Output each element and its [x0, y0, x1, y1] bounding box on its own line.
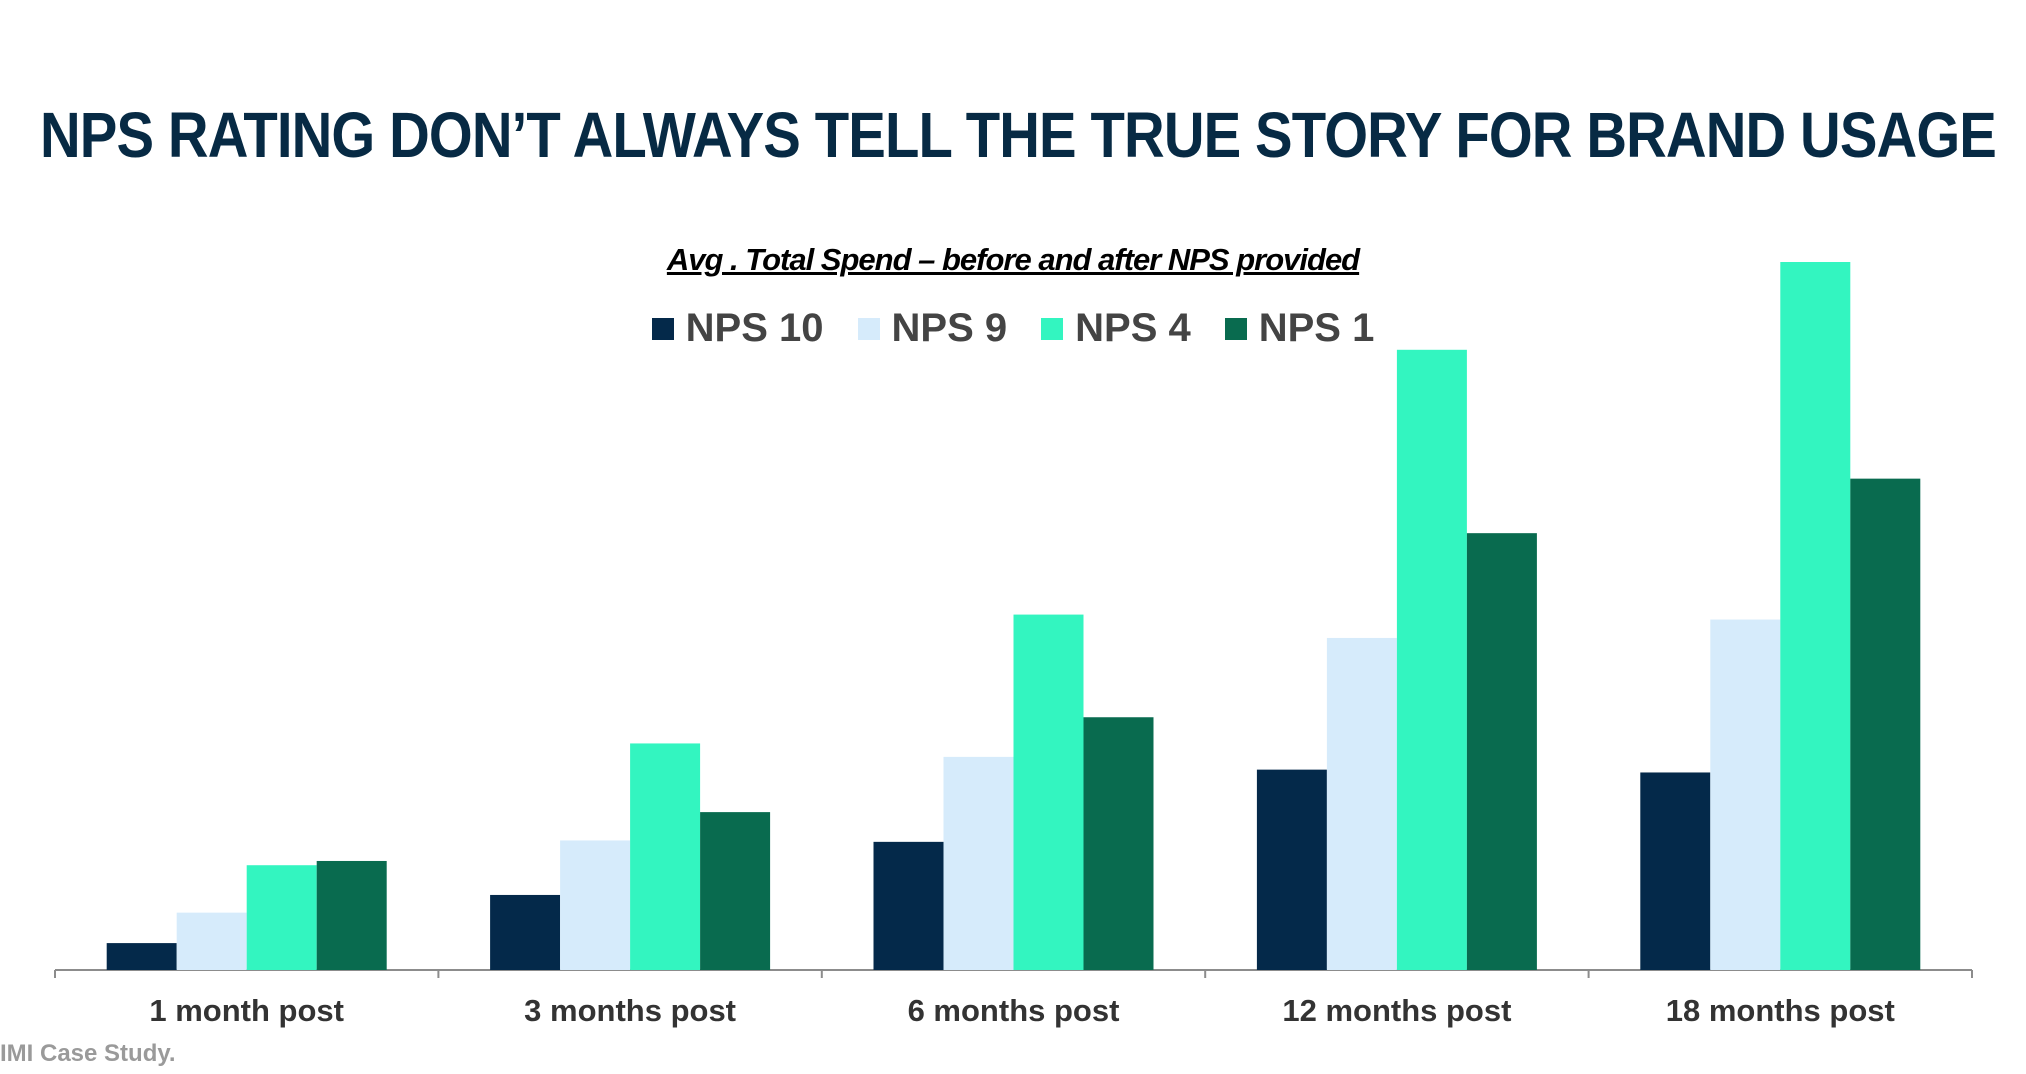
bar-nps-1-3-months-post	[700, 812, 771, 970]
slide-title: NPS RATING DON’T ALWAYS TELL THE TRUE ST…	[40, 99, 1997, 171]
legend-swatch-nps-9	[857, 317, 880, 340]
bar-nps-9-6-months-post	[943, 756, 1014, 970]
x-tick-label-6-months-post: 6 months post	[908, 993, 1120, 1028]
legend-swatch-nps-4	[1041, 317, 1064, 340]
legend-label-nps-4: NPS 4	[1075, 306, 1191, 350]
bar-nps-1-6-months-post	[1083, 717, 1154, 970]
bar-nps-10-18-months-post	[1640, 772, 1711, 970]
chart-title: Avg . Total Spend – before and after NPS…	[666, 242, 1360, 277]
legend-swatch-nps-1	[1224, 317, 1247, 340]
x-tick-label-3-months-post: 3 months post	[524, 993, 736, 1028]
legend-item-nps-9: NPS 9	[857, 306, 1008, 351]
bar-nps-4-3-months-post	[630, 743, 701, 970]
legend-label-nps-9: NPS 9	[891, 306, 1008, 350]
bar-nps-4-1-month-post	[246, 865, 317, 970]
bar-nps-1-1-month-post	[316, 860, 387, 970]
bar-nps-4-18-months-post	[1780, 262, 1851, 970]
legend-swatch-nps-10	[651, 317, 674, 340]
source-footnote: IMI Case Study.	[0, 1040, 176, 1067]
bar-nps-9-1-month-post	[176, 912, 247, 970]
bar-nps-9-18-months-post	[1710, 619, 1781, 970]
bar-nps-9-3-months-post	[560, 840, 631, 970]
bar-nps-10-6-months-post	[873, 841, 944, 970]
legend-item-nps-10: NPS 10	[651, 306, 824, 351]
legend-item-nps-1: NPS 1	[1224, 306, 1375, 351]
bar-nps-4-6-months-post	[1013, 614, 1084, 970]
x-tick-label-18-months-post: 18 months post	[1666, 993, 1895, 1028]
chart-legend: NPS 10 NPS 9 NPS 4 NPS 1	[0, 306, 2026, 351]
legend-item-nps-4: NPS 4	[1041, 306, 1191, 351]
bar-nps-9-12-months-post	[1326, 637, 1397, 970]
x-tick-label-1-month-post: 1 month post	[149, 993, 344, 1028]
bar-nps-1-12-months-post	[1466, 533, 1537, 970]
legend-label-nps-10: NPS 10	[685, 306, 824, 350]
legend-label-nps-1: NPS 1	[1258, 306, 1375, 350]
bar-nps-10-3-months-post	[490, 894, 561, 970]
x-tick-label-12-months-post: 12 months post	[1282, 993, 1511, 1028]
bar-nps-10-1-month-post	[106, 943, 177, 970]
bar-nps-1-18-months-post	[1850, 478, 1921, 970]
bar-nps-10-12-months-post	[1256, 769, 1327, 970]
bar-nps-4-12-months-post	[1396, 349, 1467, 970]
